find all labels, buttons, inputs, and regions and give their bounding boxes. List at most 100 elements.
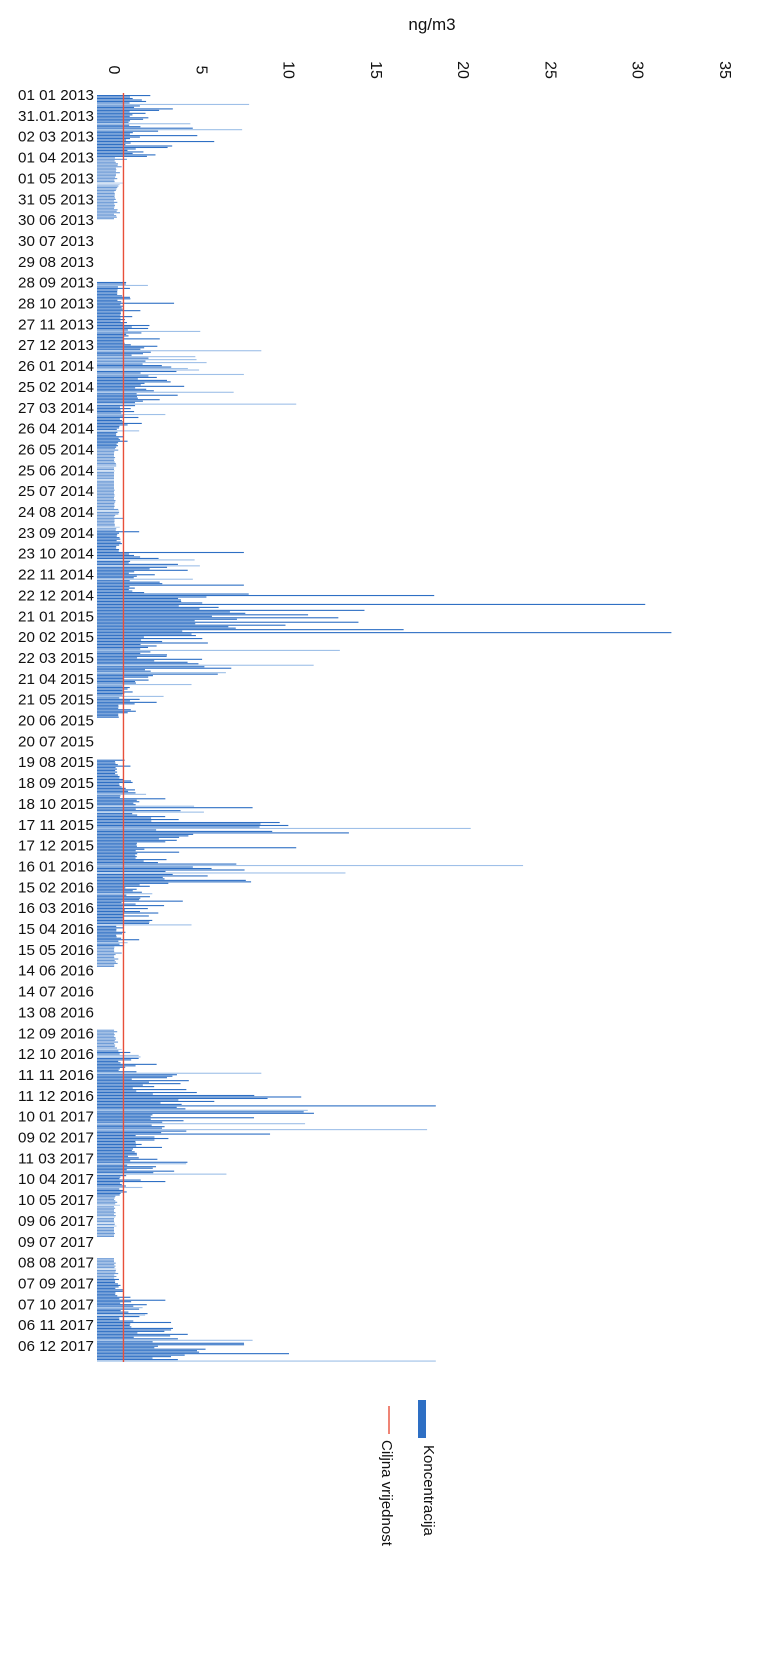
concentration-bar — [97, 700, 130, 702]
concentration-bar — [97, 870, 166, 873]
concentration-bar — [97, 330, 201, 332]
date-label: 29 08 2013 — [18, 254, 94, 271]
concentration-bar — [97, 1114, 153, 1116]
concentration-bar — [97, 605, 179, 607]
concentration-bar — [97, 146, 168, 149]
concentration-bar — [97, 827, 471, 830]
concentration-bar — [97, 1135, 136, 1137]
concentration-bar — [97, 390, 154, 392]
concentration-bar — [97, 1143, 142, 1146]
bars-group — [97, 95, 672, 1362]
concentration-bar — [97, 1139, 155, 1141]
concentration-bar — [97, 1219, 114, 1221]
date-labels: 01 01 2013 31.01.2013 02 03 2013 01 04 2013… — [18, 87, 94, 1355]
concentration-bar — [97, 373, 244, 376]
concentration-bar — [97, 1126, 165, 1128]
concentration-bar — [97, 1357, 153, 1359]
concentration-bar — [97, 636, 144, 638]
concentration-bar — [97, 784, 120, 786]
concentration-bar — [97, 853, 138, 855]
concentration-bar — [97, 1106, 177, 1108]
concentration-bar — [97, 1268, 117, 1270]
concentration-bar — [97, 1047, 117, 1049]
concentration-bar — [97, 655, 167, 657]
concentration-bar — [97, 1037, 116, 1039]
concentration-bar — [97, 1332, 138, 1334]
concentration-bar — [97, 1059, 132, 1061]
concentration-bar — [97, 962, 118, 965]
concentration-bar — [97, 333, 127, 335]
concentration-bar — [97, 176, 116, 178]
concentration-bar — [97, 408, 131, 410]
concentration-bar — [97, 1215, 116, 1217]
date-label: 09 07 2017 — [18, 1234, 94, 1251]
concentration-bar — [97, 856, 137, 858]
concentration-bar — [97, 316, 133, 318]
concentration-bar — [97, 654, 168, 656]
concentration-bar — [97, 618, 237, 620]
concentration-bar — [97, 289, 118, 291]
concentration-bar — [97, 864, 524, 867]
concentration-bar — [97, 931, 126, 933]
concentration-bar — [97, 584, 244, 586]
concentration-bar — [97, 1304, 147, 1306]
concentration-bar — [97, 157, 115, 159]
concentration-bar — [97, 403, 297, 405]
concentration-bar — [97, 1195, 116, 1197]
concentration-bar — [97, 1335, 171, 1337]
concentration-bar — [97, 1045, 115, 1048]
concentration-bar — [97, 181, 115, 183]
concentration-bar — [97, 189, 116, 192]
concentration-bar — [97, 1299, 166, 1301]
concentration-bar — [97, 1109, 308, 1111]
concentration-bar — [97, 799, 137, 801]
concentration-bar — [97, 1148, 134, 1150]
concentration-bar — [97, 537, 120, 539]
date-label: 01 04 2013 — [18, 150, 94, 167]
concentration-bar — [97, 112, 146, 114]
date-label: 11 12 2016 — [18, 1088, 94, 1105]
concentration-bar — [97, 1284, 121, 1286]
concentration-bar — [97, 336, 124, 338]
concentration-bar — [97, 676, 149, 678]
concentration-bar — [97, 807, 253, 809]
concentration-bar — [97, 431, 118, 433]
concentration-bar — [97, 590, 133, 592]
concentration-bar — [97, 434, 117, 436]
date-label: 27 12 2013 — [18, 337, 94, 354]
concentration-bar — [97, 664, 314, 666]
concentration-bar — [97, 1316, 140, 1318]
date-label: 27 03 2014 — [18, 400, 94, 417]
concentration-bar — [97, 1313, 148, 1315]
concentration-bar — [97, 652, 141, 654]
concentration-bar — [97, 458, 115, 460]
concentration-bar — [97, 345, 158, 347]
concentration-bar — [97, 686, 130, 689]
concentration-bar — [97, 1091, 197, 1094]
concentration-bar — [97, 620, 195, 622]
concentration-bar — [97, 419, 123, 422]
concentration-bar — [97, 759, 125, 761]
concentration-bar — [97, 508, 119, 511]
concentration-bar — [97, 307, 122, 309]
concentration-bar — [97, 163, 118, 165]
concentration-bar — [97, 1283, 118, 1285]
concentration-bar — [97, 795, 121, 797]
concentration-bar — [97, 583, 163, 585]
concentration-bar — [97, 854, 136, 856]
concentration-bar — [97, 354, 132, 356]
concentration-bar — [97, 360, 146, 362]
concentration-bar — [97, 833, 194, 835]
concentration-bar — [97, 467, 115, 469]
concentration-bar — [97, 925, 117, 927]
concentration-bar — [97, 421, 124, 423]
concentration-bar — [97, 427, 120, 429]
concentration-bar — [97, 1354, 185, 1356]
concentration-bar — [97, 384, 141, 386]
concentration-bar — [97, 951, 115, 953]
concentration-bar — [97, 1060, 119, 1062]
date-label: 30 07 2013 — [18, 233, 94, 250]
concentration-bar — [97, 397, 138, 399]
concentration-bar — [97, 682, 136, 684]
date-label: 11 03 2017 — [18, 1150, 94, 1167]
